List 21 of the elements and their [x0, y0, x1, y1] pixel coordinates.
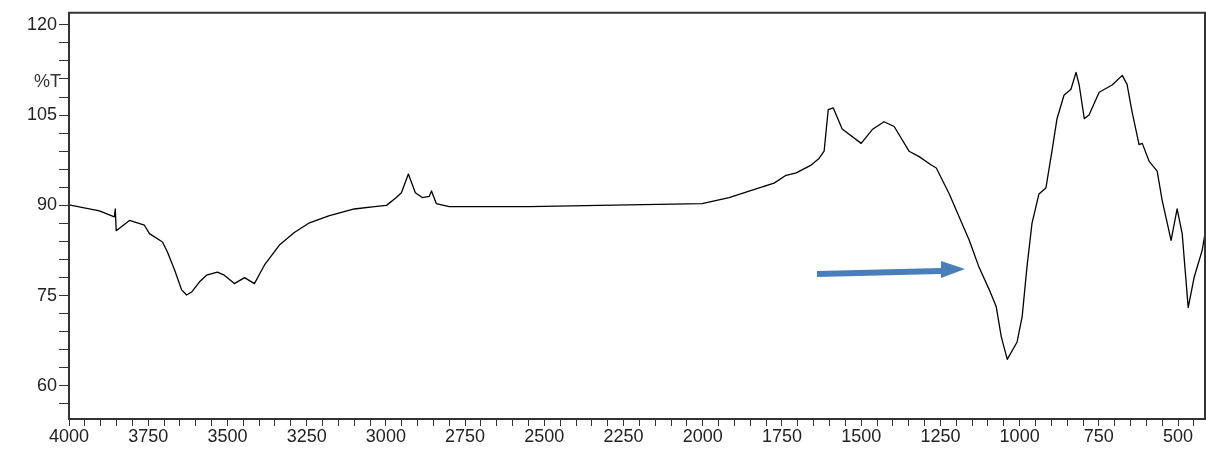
x-tick-label: 3500 [207, 425, 248, 446]
x-tick-label: 4000 [48, 425, 90, 446]
x-tick-label: 3250 [286, 425, 327, 446]
x-tick-label: 1000 [999, 425, 1040, 446]
x-tick-label: 500 [1163, 425, 1194, 446]
y-tick-label: 105 [26, 104, 57, 125]
x-tick-label: 2250 [603, 425, 644, 446]
x-tick-label: 1250 [920, 425, 961, 446]
y-tick-label: 90 [36, 194, 57, 215]
y-axis-title: %T [34, 70, 61, 91]
x-tick-label: 3000 [365, 425, 406, 446]
y-tick-label: 120 [26, 13, 57, 34]
x-tick-label: 750 [1083, 425, 1114, 446]
y-tick-label: 75 [36, 284, 57, 305]
y-tick-label: 60 [36, 374, 57, 395]
x-tick-label: 2500 [524, 425, 565, 446]
x-tick-label: 2000 [682, 425, 723, 446]
x-tick-label: 1750 [761, 425, 802, 446]
x-tick-label: 3750 [128, 425, 169, 446]
x-tick-label: 1500 [841, 425, 882, 446]
x-tick-label: 2750 [445, 425, 486, 446]
